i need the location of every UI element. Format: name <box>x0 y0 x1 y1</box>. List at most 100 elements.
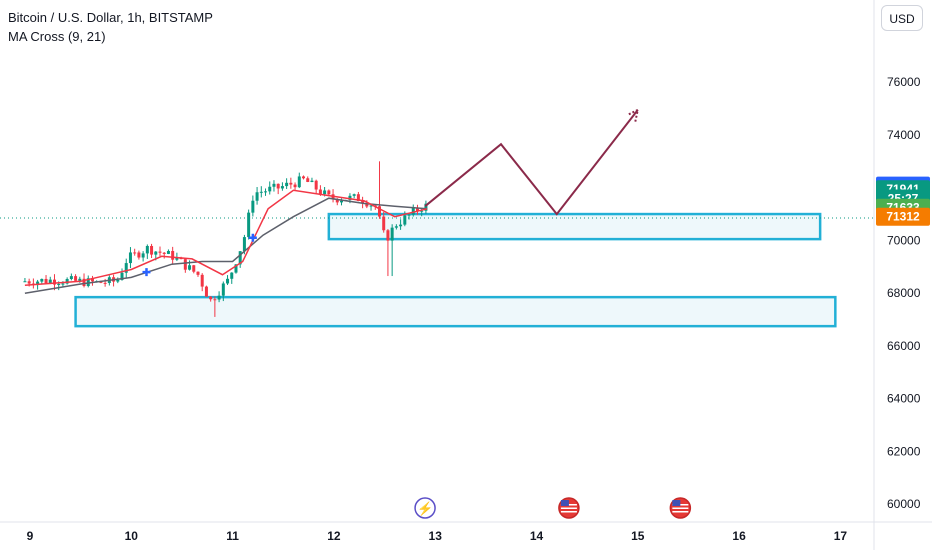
candle-down <box>318 189 322 195</box>
candle-up <box>399 224 403 227</box>
candle-down <box>415 208 419 212</box>
y-tick-label: 64000 <box>887 392 921 406</box>
candle-up <box>226 278 230 284</box>
candle-up <box>369 205 373 207</box>
candle-up <box>141 253 145 258</box>
candle-up <box>255 192 259 201</box>
candle-up <box>230 272 234 279</box>
candle-up <box>390 227 394 241</box>
candle-up <box>116 279 120 282</box>
y-tick-label: 70000 <box>887 233 921 247</box>
candle-down <box>137 252 141 258</box>
y-tick-label: 66000 <box>887 339 921 353</box>
candle-up <box>268 186 272 192</box>
candle-down <box>302 176 306 179</box>
candle-down <box>103 282 107 284</box>
candle-up <box>251 200 255 213</box>
candle-up <box>175 257 179 260</box>
candle-up <box>352 194 356 196</box>
candle-down <box>361 201 365 204</box>
currency-button[interactable]: USD <box>881 5 923 31</box>
candle-up <box>128 252 132 264</box>
y-tick-label: 74000 <box>887 128 921 142</box>
candle-up <box>424 203 428 211</box>
candle-down <box>327 190 331 195</box>
projection-line <box>424 109 639 216</box>
candle-up <box>272 183 276 187</box>
y-tick-label: 60000 <box>887 497 921 511</box>
candle-down <box>293 184 297 188</box>
candle-down <box>171 250 175 260</box>
x-tick-label: 11 <box>226 529 239 543</box>
x-tick-label: 16 <box>732 529 746 543</box>
candle-up <box>297 176 301 188</box>
chart-legend: Bitcoin / U.S. Dollar, 1h, BITSTAMP MA C… <box>8 8 213 46</box>
candle-up <box>259 191 263 193</box>
candle-down <box>90 278 94 282</box>
candle-up <box>166 250 170 254</box>
y-tick-label: 68000 <box>887 286 921 300</box>
candle-up <box>403 215 407 225</box>
candle-up <box>420 210 424 212</box>
y-tick-label: 62000 <box>887 444 921 458</box>
lightning-event-icon[interactable]: ⚡ <box>414 497 436 519</box>
x-tick-label: 17 <box>834 529 848 543</box>
candle-up <box>407 214 411 216</box>
candle-down <box>306 178 310 182</box>
candle-up <box>242 237 246 252</box>
candle-down <box>377 206 381 217</box>
candle-up <box>61 283 65 285</box>
candle-up <box>145 245 149 254</box>
candle-down <box>150 245 154 255</box>
candle-up <box>86 278 90 287</box>
us-flag-event-icon[interactable] <box>669 497 692 519</box>
us-flag-event-icon[interactable] <box>558 497 580 519</box>
x-tick-label: 15 <box>631 529 645 543</box>
candle-down <box>133 252 137 254</box>
candle-up <box>154 251 158 255</box>
candle-up <box>247 212 251 238</box>
candle-down <box>386 230 390 241</box>
symbol-title[interactable]: Bitcoin / U.S. Dollar, 1h, BITSTAMP <box>8 10 213 25</box>
candle-down <box>213 299 217 301</box>
candle-up <box>234 264 238 273</box>
candle-down <box>158 251 162 253</box>
candle-up <box>280 186 284 189</box>
x-tick-label: 9 <box>27 529 34 543</box>
candle-up <box>323 190 327 195</box>
candle-up <box>310 180 314 182</box>
price-label-box <box>876 207 930 226</box>
candle-up <box>221 283 225 296</box>
candle-down <box>183 259 187 270</box>
candle-up <box>285 182 289 187</box>
ma-cross-marker <box>142 268 151 277</box>
upper-demand-zone <box>327 212 822 241</box>
price-label-text: 71312 <box>886 210 920 224</box>
candle-up <box>57 283 61 285</box>
candle-down <box>192 265 196 272</box>
x-tick-label: 12 <box>327 529 341 543</box>
candle-up <box>411 208 415 215</box>
candle-up <box>124 263 128 273</box>
candle-up <box>120 272 124 280</box>
ma-cross-marker <box>248 233 257 242</box>
candle-down <box>204 286 208 297</box>
candle-down <box>314 180 318 190</box>
candle-up <box>394 226 398 228</box>
candle-up <box>36 281 40 286</box>
candle-up <box>40 278 44 282</box>
candle-down <box>365 203 369 207</box>
candle-up <box>23 281 27 283</box>
candle-up <box>65 278 69 284</box>
indicator-label[interactable]: MA Cross (9, 21) <box>8 29 106 44</box>
candle-up <box>48 279 52 284</box>
candle-up <box>339 200 343 203</box>
candle-down <box>82 278 86 287</box>
candle-down <box>382 216 386 231</box>
candle-up <box>348 195 352 200</box>
candle-down <box>335 199 339 203</box>
y-tick-label: 76000 <box>887 75 921 89</box>
candle-down <box>289 182 293 185</box>
